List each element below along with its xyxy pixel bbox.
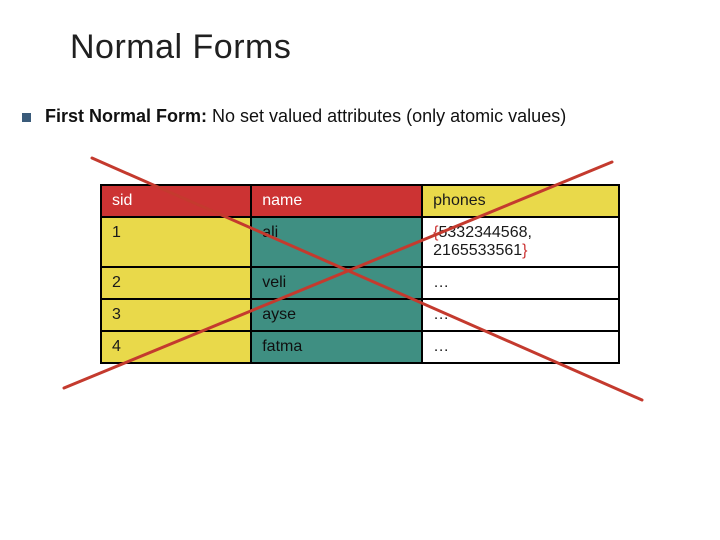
bullet-item: First Normal Form: No set valued attribu…: [22, 106, 566, 127]
nf-table: sid name phones 1 ali {5332344568, 21655…: [100, 184, 620, 364]
cell-phones: …: [422, 331, 619, 363]
slide-title: Normal Forms: [70, 28, 291, 67]
cell-phones: …: [422, 299, 619, 331]
cell-name: ayse: [251, 299, 422, 331]
table-row: 3 ayse …: [101, 299, 619, 331]
phones-body: 5332344568, 2165533561: [433, 224, 532, 259]
cell-sid: 3: [101, 299, 251, 331]
bullet-square-icon: [22, 113, 31, 122]
table-row: 1 ali {5332344568, 2165533561}: [101, 217, 619, 267]
col-header-phones: phones: [422, 185, 619, 217]
cell-sid: 2: [101, 267, 251, 299]
cell-phones: {5332344568, 2165533561}: [422, 217, 619, 267]
bullet-text: First Normal Form: No set valued attribu…: [45, 106, 566, 127]
example-table: sid name phones 1 ali {5332344568, 21655…: [100, 184, 620, 364]
table-row: 2 veli …: [101, 267, 619, 299]
cell-sid: 1: [101, 217, 251, 267]
cell-phones: …: [422, 267, 619, 299]
phones-body: …: [433, 338, 449, 355]
brace-close: }: [522, 242, 527, 259]
phones-body: …: [433, 306, 449, 323]
bullet-label: First Normal Form:: [45, 106, 207, 126]
bullet-rest: No set valued attributes (only atomic va…: [207, 106, 566, 126]
col-header-name: name: [251, 185, 422, 217]
cell-sid: 4: [101, 331, 251, 363]
cell-name: fatma: [251, 331, 422, 363]
phones-body: …: [433, 274, 449, 291]
table-row: 4 fatma …: [101, 331, 619, 363]
table-header-row: sid name phones: [101, 185, 619, 217]
col-header-sid: sid: [101, 185, 251, 217]
cell-name: veli: [251, 267, 422, 299]
cell-name: ali: [251, 217, 422, 267]
